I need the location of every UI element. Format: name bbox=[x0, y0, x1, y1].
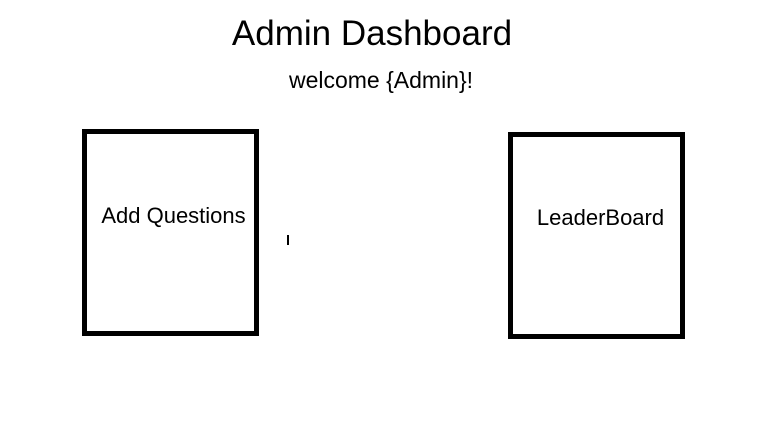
add-questions-label: Add Questions bbox=[101, 202, 246, 228]
welcome-message: welcome {Admin}! bbox=[288, 67, 474, 93]
leaderboard-card[interactable]: LeaderBoard bbox=[508, 132, 685, 339]
leaderboard-label: LeaderBoard bbox=[536, 204, 665, 230]
page-title: Admin Dashboard bbox=[231, 14, 513, 53]
add-questions-card[interactable]: Add Questions bbox=[82, 129, 259, 336]
stray-mark bbox=[287, 235, 289, 245]
